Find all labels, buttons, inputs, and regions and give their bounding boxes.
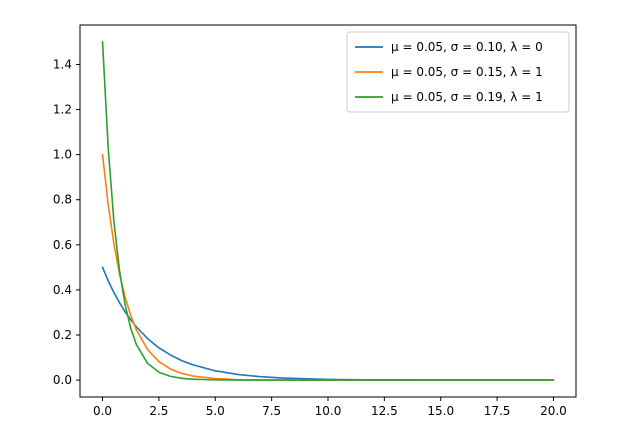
legend: μ = 0.05, σ = 0.10, λ = 0 μ = 0.05, σ = 0… bbox=[346, 31, 570, 113]
y-tick-label: 1.2 bbox=[53, 103, 72, 117]
x-tick-label: 17.5 bbox=[484, 404, 511, 418]
y-tick-label: 0.6 bbox=[53, 238, 72, 252]
y-tick-label: 0.8 bbox=[53, 193, 72, 207]
series-line-1 bbox=[101, 266, 555, 381]
legend-label-1: μ = 0.05, σ = 0.10, λ = 0 bbox=[391, 40, 543, 54]
x-tick-label: 12.5 bbox=[371, 404, 398, 418]
y-tick-label: 0.2 bbox=[53, 328, 72, 342]
y-tick-label: 1.0 bbox=[53, 148, 72, 162]
legend-label-2: μ = 0.05, σ = 0.15, λ = 1 bbox=[391, 65, 543, 79]
x-tick-label: 10.0 bbox=[315, 404, 342, 418]
x-tick-label: 7.5 bbox=[262, 404, 281, 418]
series-line-3 bbox=[101, 41, 555, 381]
series-layer bbox=[101, 41, 555, 381]
y-axis: 0.0 0.2 0.4 0.6 0.8 1.0 1.2 1.4 bbox=[53, 57, 80, 387]
x-tick-label: 2.5 bbox=[149, 404, 168, 418]
legend-label-3: μ = 0.05, σ = 0.19, λ = 1 bbox=[391, 90, 543, 104]
legend-box bbox=[346, 31, 570, 113]
y-tick-label: 0.0 bbox=[53, 373, 72, 387]
x-tick-label: 20.0 bbox=[540, 404, 567, 418]
x-axis: 0.0 2.5 5.0 7.5 10.0 12.5 15.0 17.5 20.0 bbox=[93, 397, 567, 418]
x-tick-label: 0.0 bbox=[93, 404, 112, 418]
x-tick-label: 5.0 bbox=[206, 404, 225, 418]
y-tick-label: 1.4 bbox=[53, 57, 72, 71]
y-tick-label: 0.4 bbox=[53, 283, 72, 297]
x-tick-label: 15.0 bbox=[427, 404, 454, 418]
